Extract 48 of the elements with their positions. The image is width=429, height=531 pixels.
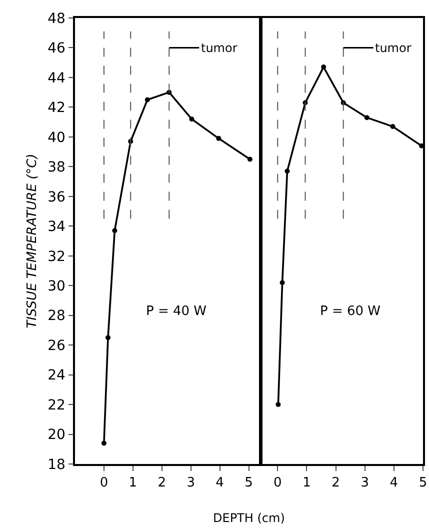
- x-tick-label: 4: [390, 475, 398, 490]
- point: [112, 228, 118, 234]
- point: [280, 280, 285, 286]
- annotation: P = 60 W: [320, 304, 381, 319]
- x-tick-label: 3: [186, 475, 195, 490]
- point: [419, 143, 423, 148]
- x-tick-label: 0: [100, 475, 108, 490]
- x-axis-title: DEPTH (cm): [213, 511, 285, 525]
- point: [216, 136, 222, 141]
- y-tick-label: 22: [48, 397, 66, 414]
- point: [321, 64, 326, 70]
- point: [189, 116, 194, 122]
- y-tick-label: 34: [48, 219, 66, 236]
- y-tick-label: 36: [48, 189, 66, 206]
- y-tick-label: 40: [48, 130, 66, 146]
- x-tick-label: 5: [418, 475, 428, 490]
- x-tick-label: 0: [273, 475, 282, 490]
- annotation: tumor: [375, 41, 412, 55]
- y-tick-label: 26: [48, 338, 66, 354]
- x-tick-label: 5: [244, 475, 253, 490]
- x-tick-label: 2: [158, 475, 166, 490]
- y-tick-label: 20: [48, 427, 66, 444]
- point: [276, 402, 281, 408]
- annotation: P = 40 W: [146, 304, 207, 319]
- y-axis-title: TISSUE TEMPERATURE (°C): [25, 154, 40, 328]
- x-tick-label: 1: [302, 475, 311, 490]
- annotation: tumor: [201, 41, 238, 55]
- y-tick-label: 30: [48, 278, 66, 294]
- y-tick-label: 48: [48, 10, 66, 27]
- y-tick-label: 24: [48, 368, 66, 384]
- point: [106, 335, 111, 340]
- x-tick-label: 4: [216, 475, 224, 490]
- y-tick-label: 46: [48, 40, 66, 57]
- y-tick-label: 18: [48, 456, 66, 473]
- point: [144, 97, 150, 102]
- x-tick-label: 2: [332, 475, 340, 490]
- x-tick-label: 3: [360, 475, 369, 490]
- point: [284, 168, 290, 174]
- point: [247, 156, 252, 162]
- x-tick-label: 1: [128, 475, 138, 490]
- point: [101, 440, 106, 446]
- y-tick-label: 38: [48, 160, 66, 176]
- y-tick-label: 44: [48, 70, 66, 86]
- y-tick-label: 28: [48, 308, 66, 324]
- point: [364, 115, 370, 120]
- point: [390, 124, 396, 130]
- y-tick-label: 32: [48, 248, 66, 265]
- y-tick-label: 42: [48, 100, 66, 116]
